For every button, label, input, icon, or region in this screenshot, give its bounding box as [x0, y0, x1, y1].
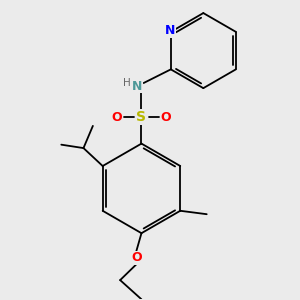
- Text: O: O: [131, 251, 142, 264]
- Text: N: N: [132, 80, 142, 92]
- Text: H: H: [123, 78, 130, 88]
- Text: O: O: [112, 111, 122, 124]
- Text: S: S: [136, 110, 146, 124]
- Text: O: O: [160, 111, 171, 124]
- Text: N: N: [165, 25, 175, 38]
